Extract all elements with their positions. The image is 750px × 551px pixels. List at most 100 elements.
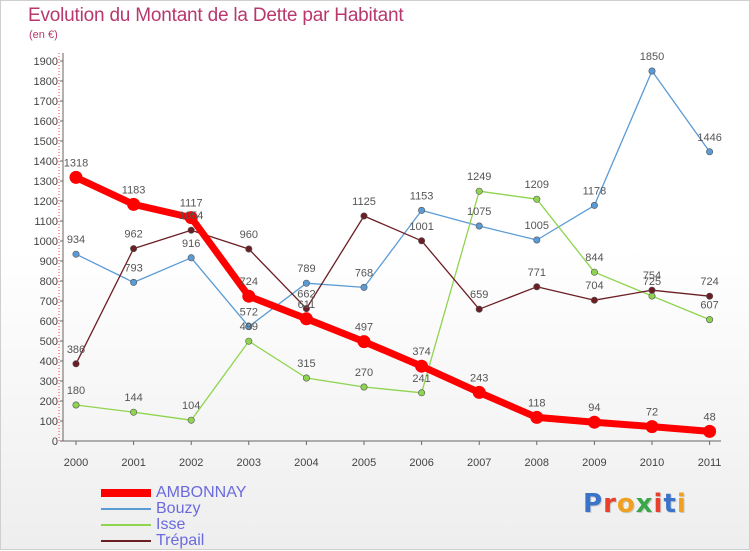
- series-line-bouzy: [75, 70, 711, 328]
- data-label-bouzy: 1005: [525, 220, 549, 232]
- data-label-isse: 104: [182, 400, 200, 412]
- data-label-trepail: 754: [643, 270, 661, 282]
- data-label-isse: 180: [67, 385, 85, 397]
- legend-label-bouzy: Bouzy: [156, 500, 201, 517]
- data-label-ambonnay: 1318: [64, 157, 88, 169]
- data-label-isse: 1249: [467, 171, 491, 183]
- data-point-isse: [302, 374, 310, 382]
- y-tick-label: 200: [40, 396, 58, 408]
- data-label-bouzy: 789: [297, 263, 315, 275]
- data-point-ambonnay: [299, 312, 313, 326]
- data-point-trepail: [187, 226, 195, 234]
- legend-label-trepail: Trépail: [156, 532, 205, 549]
- data-label-bouzy: 1075: [467, 206, 491, 218]
- data-point-isse: [72, 401, 80, 409]
- data-point-ambonnay: [184, 211, 198, 225]
- x-tick-label: 2009: [582, 457, 606, 469]
- x-tick-label: 2003: [237, 457, 261, 469]
- data-label-ambonnay: 243: [470, 372, 488, 384]
- data-label-ambonnay: 497: [355, 322, 373, 334]
- data-label-ambonnay: 374: [412, 346, 430, 358]
- x-tick-label: 2001: [121, 457, 145, 469]
- data-point-ambonnay: [127, 197, 141, 211]
- y-tick-label: 0: [52, 436, 58, 448]
- series-line-trepail: [75, 215, 711, 365]
- y-tick-label: 1200: [34, 196, 58, 208]
- legend-swatch-isse: [101, 524, 151, 526]
- y-tick-label: 900: [40, 256, 58, 268]
- x-tick-label: 2006: [409, 457, 433, 469]
- data-point-trepail: [130, 245, 138, 253]
- chart-title: Evolution du Montant de la Dette par Hab…: [28, 5, 404, 26]
- data-point-isse: [360, 383, 368, 391]
- data-point-trepail: [418, 237, 426, 245]
- data-point-trepail: [72, 360, 80, 368]
- data-label-bouzy: 793: [124, 262, 142, 274]
- chart-axes: 0 100 200 300 400 500 600 700 800 900 1000 1100 1200…: [34, 53, 722, 469]
- data-point-isse: [418, 389, 426, 397]
- y-tick-label: 400: [40, 356, 58, 368]
- data-point-ambonnay: [645, 420, 659, 434]
- data-point-bouzy: [187, 254, 195, 262]
- data-label-isse: 499: [240, 321, 258, 333]
- data-point-isse: [130, 408, 138, 416]
- data-label-isse: 1209: [525, 179, 549, 191]
- data-label-trepail: 724: [700, 276, 718, 288]
- data-point-bouzy: [648, 67, 656, 75]
- legend-swatch-ambonnay: [101, 489, 151, 497]
- data-point-isse: [648, 292, 656, 300]
- data-point-isse: [187, 416, 195, 424]
- y-tick-label: 100: [40, 416, 58, 428]
- x-tick-label: 2011: [698, 457, 722, 469]
- data-label-isse: 270: [355, 367, 373, 379]
- data-point-ambonnay: [415, 359, 429, 373]
- data-point-trepail: [475, 305, 483, 313]
- data-point-ambonnay: [357, 335, 371, 349]
- data-label-isse: 315: [297, 358, 315, 370]
- data-label-bouzy: 934: [67, 234, 85, 246]
- legend-label-isse: Isse: [156, 516, 186, 533]
- data-label-bouzy: 916: [182, 238, 200, 250]
- legend-swatch-trepail: [101, 540, 151, 542]
- data-label-bouzy: 1178: [583, 185, 607, 197]
- data-label-ambonnay: 94: [588, 402, 600, 414]
- y-tick-label: 1300: [34, 176, 58, 188]
- series-line-ambonnay: [72, 173, 714, 435]
- data-point-bouzy: [72, 250, 80, 258]
- y-tick-label: 1000: [34, 236, 58, 248]
- x-tick-label: 2010: [640, 457, 664, 469]
- data-point-bouzy: [533, 236, 541, 244]
- series-layer: [69, 67, 717, 438]
- data-point-ambonnay: [242, 289, 256, 303]
- x-tick-label: 2007: [467, 457, 491, 469]
- data-label-ambonnay: 611: [298, 299, 316, 311]
- data-point-trepail: [590, 296, 598, 304]
- data-label-ambonnay: 72: [646, 407, 658, 419]
- data-point-ambonnay: [703, 424, 717, 438]
- data-label-ambonnay: 118: [528, 397, 546, 409]
- data-label-trepail: 771: [528, 267, 546, 279]
- data-point-ambonnay: [587, 415, 601, 429]
- data-point-isse: [706, 316, 714, 324]
- legend-item-ambonnay: AMBONNAY: [101, 485, 301, 501]
- data-label-bouzy: 1153: [410, 190, 434, 202]
- x-tick-label: 2005: [352, 457, 376, 469]
- legend-item-trepail: Trépail: [101, 533, 301, 549]
- data-label-trepail: 662: [297, 289, 315, 301]
- data-label-trepail: 659: [470, 289, 488, 301]
- legend-item-bouzy: Bouzy: [101, 501, 301, 517]
- y-tick-label: 1700: [34, 96, 58, 108]
- data-label-ambonnay: 48: [703, 411, 715, 423]
- data-label-layer: 934 793 916 572 789 768 1153 1075 1005 1178 1850 14…: [64, 51, 722, 423]
- data-label-ambonnay: 1183: [122, 184, 146, 196]
- data-point-bouzy: [706, 148, 714, 156]
- chart-subtitle: (en €): [29, 29, 58, 41]
- x-tick-label: 2004: [294, 457, 318, 469]
- x-tick-label: 2002: [179, 457, 203, 469]
- data-point-bouzy: [360, 283, 368, 291]
- proxiti-logo: Proxiti: [583, 489, 687, 519]
- legend-item-isse: Isse: [101, 517, 301, 533]
- data-point-trepail: [245, 245, 253, 253]
